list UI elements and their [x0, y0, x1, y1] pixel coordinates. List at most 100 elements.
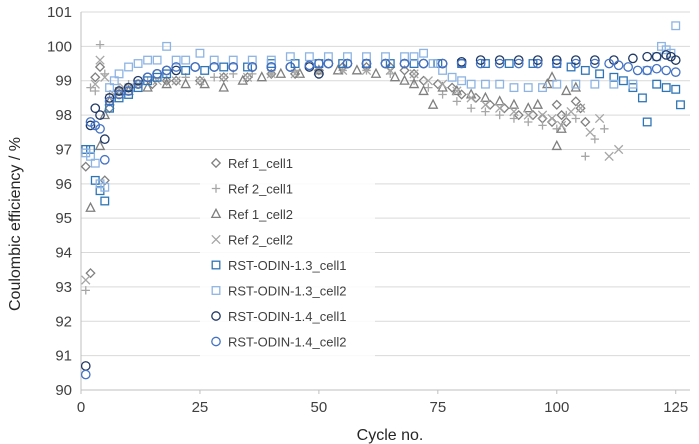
data-point [532, 58, 543, 69]
data-point [285, 52, 295, 62]
data-point [556, 109, 567, 121]
legend-marker [211, 336, 221, 347]
data-point [100, 72, 110, 82]
legend-label: Ref 2_cell2 [228, 233, 293, 248]
data-point [162, 69, 172, 79]
data-point [538, 83, 547, 93]
data-point [104, 93, 115, 103]
data-point [109, 76, 119, 86]
data-point [133, 75, 143, 86]
data-point [351, 64, 363, 75]
data-point [124, 62, 134, 72]
legend-label: Ref 2_cell1 [228, 182, 293, 197]
data-point [256, 71, 268, 82]
y-tick-label: 100 [47, 38, 72, 55]
data-point [438, 90, 447, 99]
data-point [171, 65, 182, 76]
data-point [551, 58, 562, 69]
data-point [342, 52, 352, 62]
data-point [522, 102, 534, 113]
data-point [523, 110, 533, 120]
data-point [90, 103, 101, 114]
data-point [80, 369, 91, 380]
data-point [604, 58, 614, 69]
data-point [556, 120, 567, 131]
legend-label: RST-ODIN-1.4_cell2 [228, 335, 346, 350]
data-point [523, 83, 533, 93]
series-8 [80, 58, 681, 380]
data-point [266, 55, 276, 65]
data-point [637, 93, 647, 103]
data-point [671, 21, 681, 31]
data-point [595, 69, 605, 79]
data-point [590, 134, 600, 144]
data-point [642, 51, 653, 62]
data-point [437, 79, 448, 89]
data-point [632, 65, 643, 76]
data-point [90, 72, 101, 83]
data-point [152, 55, 162, 65]
data-point [95, 110, 105, 120]
legend-marker [210, 157, 222, 169]
data-point [438, 65, 448, 75]
data-point [95, 55, 105, 65]
y-tick-label: 99 [55, 73, 72, 90]
data-point [409, 69, 419, 79]
data-point [475, 58, 486, 69]
data-point [437, 58, 448, 69]
data-point [447, 72, 457, 82]
data-point [428, 59, 438, 68]
data-point [494, 55, 505, 65]
data-point [104, 96, 115, 107]
data-series [80, 21, 685, 380]
legend: Ref 1_cell1 Ref 2_cell1 Ref 1_cell2 Ref 2_c… [200, 151, 375, 357]
data-point [133, 79, 143, 90]
x-tick-label: 50 [311, 399, 328, 416]
data-point [99, 175, 110, 186]
data-point [99, 134, 110, 144]
data-point [651, 63, 662, 74]
data-point [546, 71, 558, 82]
data-point [589, 58, 600, 69]
data-point [152, 72, 162, 82]
data-point [323, 58, 334, 69]
data-point [123, 82, 134, 93]
data-point [642, 117, 652, 127]
data-point [424, 83, 433, 92]
data-point [99, 108, 111, 120]
data-point [114, 69, 124, 79]
data-point [552, 79, 562, 89]
data-point [80, 361, 91, 371]
data-point [590, 79, 600, 89]
data-point [613, 60, 624, 71]
y-tick-label: 90 [55, 382, 72, 399]
data-point [589, 55, 600, 65]
y-tick-label: 95 [55, 210, 72, 227]
data-point [418, 84, 429, 96]
data-point [323, 52, 333, 62]
data-point [385, 59, 395, 68]
data-point [90, 79, 100, 89]
data-point [314, 58, 324, 69]
data-point [361, 58, 372, 69]
data-point [380, 58, 391, 69]
data-point [508, 98, 520, 109]
data-point [105, 83, 114, 93]
data-point [513, 55, 524, 65]
data-point [628, 79, 638, 89]
data-point [86, 83, 95, 92]
data-point [85, 120, 96, 131]
data-point [332, 64, 344, 75]
data-point [451, 84, 463, 96]
data-point [481, 107, 490, 116]
data-point [228, 62, 239, 72]
y-tick-label: 96 [55, 176, 72, 193]
data-point [81, 286, 90, 295]
data-point [266, 62, 277, 72]
data-point [209, 55, 219, 65]
data-point [532, 98, 544, 109]
data-point [338, 59, 348, 68]
data-point [418, 58, 429, 69]
data-point [571, 79, 581, 89]
data-point [423, 76, 433, 86]
